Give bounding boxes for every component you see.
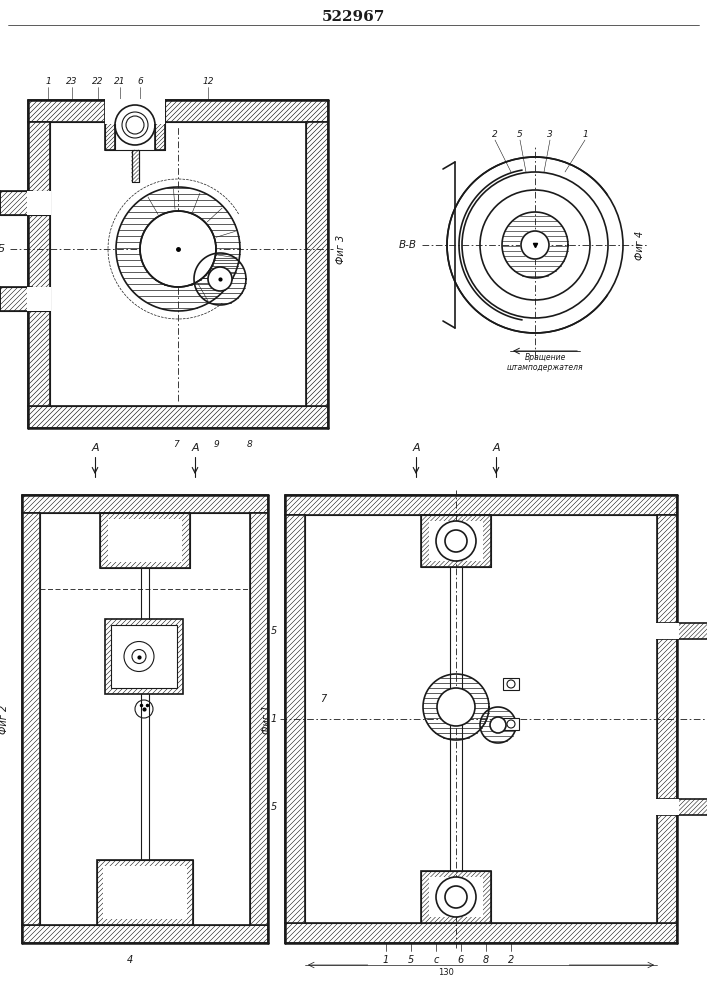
Bar bbox=[285, 515, 305, 923]
Bar bbox=[285, 495, 677, 515]
Text: 9: 9 bbox=[213, 440, 219, 449]
Circle shape bbox=[437, 688, 475, 726]
Text: В-В: В-В bbox=[399, 240, 417, 250]
Bar bbox=[22, 925, 268, 943]
Text: 4: 4 bbox=[127, 955, 133, 965]
Text: 5: 5 bbox=[517, 130, 523, 139]
Bar bbox=[503, 718, 519, 730]
Bar bbox=[105, 99, 165, 124]
Text: 2: 2 bbox=[492, 130, 498, 139]
Circle shape bbox=[507, 680, 515, 688]
Bar bbox=[503, 678, 519, 690]
Text: Фиг 2: Фиг 2 bbox=[0, 704, 9, 734]
Bar bbox=[655, 623, 679, 639]
Text: Вращение
штамподержателя: Вращение штамподержателя bbox=[507, 353, 583, 372]
Bar bbox=[28, 100, 328, 122]
Bar bbox=[28, 406, 328, 428]
Bar bbox=[100, 513, 190, 568]
Text: 130: 130 bbox=[438, 968, 454, 977]
Bar bbox=[285, 923, 677, 943]
Bar bbox=[103, 866, 187, 919]
Text: 1: 1 bbox=[45, 77, 51, 86]
Text: 7: 7 bbox=[320, 694, 326, 704]
Text: 1: 1 bbox=[383, 955, 389, 965]
Bar bbox=[421, 871, 491, 923]
Text: 21: 21 bbox=[115, 77, 126, 86]
Text: 6: 6 bbox=[458, 955, 464, 965]
Text: А: А bbox=[191, 443, 199, 453]
Bar bbox=[22, 513, 40, 925]
Text: 5: 5 bbox=[271, 802, 277, 812]
Text: 6: 6 bbox=[137, 77, 143, 86]
Bar bbox=[28, 122, 50, 406]
Text: 1: 1 bbox=[271, 714, 277, 724]
Bar bbox=[250, 513, 268, 925]
Text: 1: 1 bbox=[582, 130, 588, 139]
Text: 22: 22 bbox=[92, 77, 104, 86]
Polygon shape bbox=[132, 150, 139, 182]
Bar bbox=[429, 877, 483, 917]
Bar bbox=[421, 515, 491, 567]
Text: 3: 3 bbox=[547, 130, 553, 139]
Text: 2: 2 bbox=[508, 955, 514, 965]
Bar bbox=[97, 860, 193, 925]
Text: Фиг 1: Фиг 1 bbox=[262, 704, 272, 734]
Text: 23: 23 bbox=[66, 77, 78, 86]
Bar bbox=[657, 799, 707, 815]
Text: c: c bbox=[433, 955, 438, 965]
Text: Б-Б: Б-Б bbox=[0, 244, 6, 254]
Bar bbox=[0, 287, 32, 311]
Text: 8: 8 bbox=[483, 955, 489, 965]
Circle shape bbox=[507, 720, 515, 728]
Text: Фиг 3: Фиг 3 bbox=[336, 234, 346, 264]
Text: А: А bbox=[412, 443, 420, 453]
Text: 12: 12 bbox=[202, 77, 214, 86]
Text: 5: 5 bbox=[271, 626, 277, 636]
Text: 7: 7 bbox=[173, 440, 179, 449]
Text: А: А bbox=[91, 443, 99, 453]
Circle shape bbox=[140, 211, 216, 287]
Bar bbox=[22, 495, 268, 513]
Bar bbox=[306, 122, 328, 406]
Bar bbox=[657, 623, 707, 639]
Bar bbox=[655, 799, 679, 815]
Bar bbox=[429, 521, 483, 561]
Text: Фиг 4: Фиг 4 bbox=[635, 230, 645, 260]
Bar bbox=[111, 625, 177, 688]
Bar bbox=[27, 287, 51, 311]
Bar bbox=[155, 100, 165, 150]
Text: А: А bbox=[492, 443, 500, 453]
Circle shape bbox=[208, 267, 232, 291]
Bar bbox=[105, 619, 183, 694]
Circle shape bbox=[490, 717, 506, 733]
Bar bbox=[105, 100, 115, 150]
Text: 5: 5 bbox=[408, 955, 414, 965]
Text: 8: 8 bbox=[247, 440, 253, 449]
Bar bbox=[27, 191, 51, 215]
Bar bbox=[0, 191, 32, 215]
Text: 522967: 522967 bbox=[321, 10, 385, 24]
Bar bbox=[657, 515, 677, 923]
Bar bbox=[108, 519, 182, 562]
Circle shape bbox=[520, 230, 550, 260]
